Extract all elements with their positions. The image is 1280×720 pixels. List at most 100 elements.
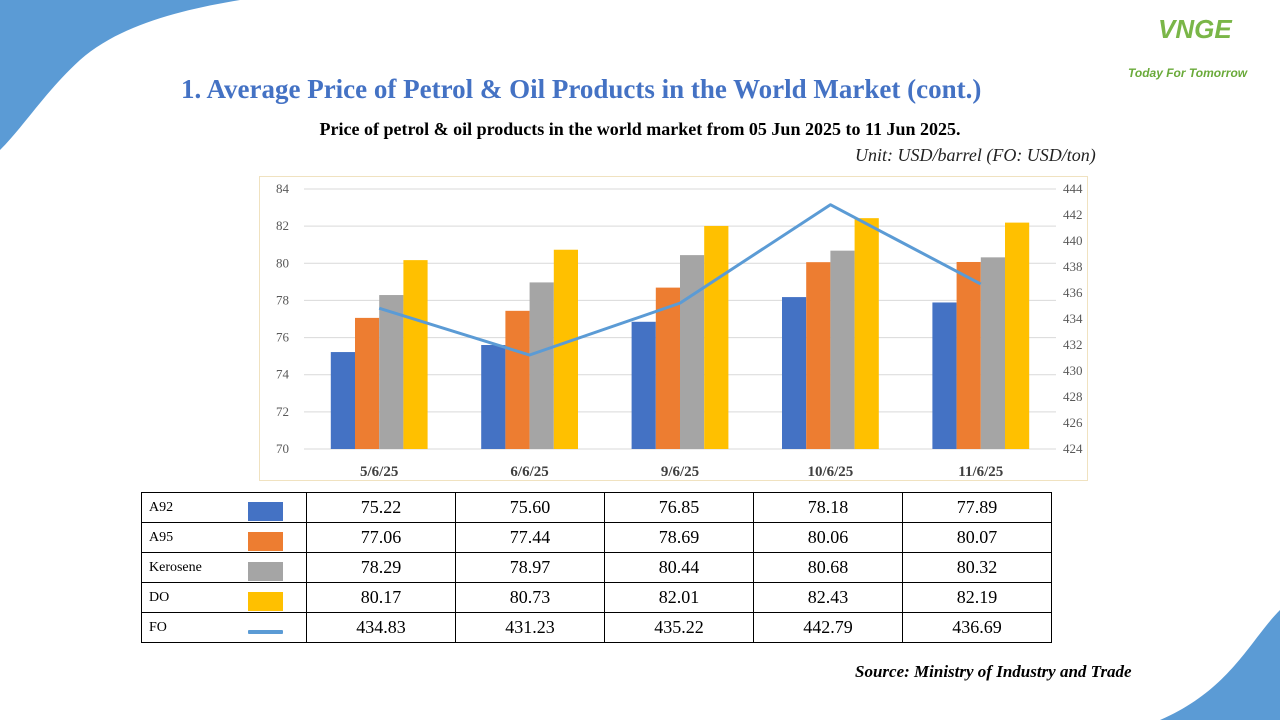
y2-tick-label: 438 <box>1063 259 1083 274</box>
table-cell: 76.85 <box>604 492 754 523</box>
chart-title: Price of petrol & oil products in the wo… <box>319 119 961 139</box>
table-cell: 82.01 <box>604 582 754 613</box>
bar-a95 <box>505 310 530 449</box>
y-tick-label: 84 <box>276 181 290 196</box>
series-label-cell: FO <box>141 612 307 643</box>
series-label-cell: DO <box>141 582 307 613</box>
table-cell: 82.19 <box>902 582 1052 613</box>
bar-kerosene <box>830 250 855 449</box>
bar-do <box>403 260 428 449</box>
bar-a95 <box>355 317 380 449</box>
bar-kerosene <box>680 255 705 449</box>
x-tick-label: 10/6/25 <box>807 464 853 480</box>
x-tick-label: 5/6/25 <box>360 464 398 480</box>
y-tick-label: 78 <box>276 292 289 307</box>
bar-do <box>854 218 879 449</box>
vnge-logo-mark: VNGE <box>1158 14 1232 44</box>
table-row: A95 77.06 77.44 78.69 80.06 80.07 <box>141 522 1052 553</box>
combo-chart: 70 72 74 76 78 80 82 84 424 426 428 430 432 434 436 438… <box>276 181 1083 480</box>
bar-a92 <box>782 297 807 449</box>
line-fo <box>378 203 982 357</box>
series-label-cell: A95 <box>141 522 307 553</box>
bar-kerosene <box>379 295 404 449</box>
series-label-cell: A92 <box>141 492 307 523</box>
bar-a92 <box>631 321 656 449</box>
bar-a92 <box>932 302 957 449</box>
series-name: A95 <box>149 530 174 545</box>
bar-do <box>1005 222 1030 449</box>
table-row: A92 75.22 75.60 76.85 78.18 77.89 <box>141 492 1052 523</box>
legend-key-a92 <box>248 502 283 521</box>
source-note: Source: Ministry of Industry and Trade <box>855 662 1132 681</box>
y2-tick-label: 434 <box>1063 311 1083 326</box>
bar-do <box>704 225 729 449</box>
bar-do <box>553 249 578 449</box>
y-tick-label: 82 <box>276 218 289 233</box>
y-tick-label: 80 <box>276 255 289 270</box>
legend-key-do <box>248 592 283 611</box>
table-cell: 77.06 <box>306 522 456 553</box>
table-cell: 80.68 <box>753 552 903 583</box>
bar-a92 <box>330 352 355 449</box>
table-cell: 78.69 <box>604 522 754 553</box>
y-tick-label: 74 <box>276 367 290 382</box>
table-cell: 78.97 <box>455 552 605 583</box>
table-row: Kerosene 78.29 78.97 80.44 80.68 80.32 <box>141 552 1052 583</box>
legend-key-kerosene <box>248 562 283 581</box>
y2-tick-label: 424 <box>1063 441 1083 456</box>
series-name: A92 <box>149 500 174 515</box>
bar-kerosene <box>529 282 554 449</box>
table-cell: 80.07 <box>902 522 1052 553</box>
y2-tick-label: 430 <box>1063 363 1083 378</box>
table-row: DO 80.17 80.73 82.01 82.43 82.19 <box>141 582 1052 613</box>
bar-a95 <box>956 261 981 449</box>
y2-tick-label: 432 <box>1063 337 1083 352</box>
table-cell: 78.18 <box>753 492 903 523</box>
table-cell: 442.79 <box>753 612 903 643</box>
table-cell: 80.32 <box>902 552 1052 583</box>
series-name: FO <box>149 620 167 635</box>
series-name: DO <box>149 590 170 605</box>
x-tick-label: 9/6/25 <box>661 464 699 480</box>
y2-tick-label: 442 <box>1063 207 1083 222</box>
table-cell: 75.22 <box>306 492 456 523</box>
table-cell: 77.44 <box>455 522 605 553</box>
legend-key-a95 <box>248 532 283 551</box>
y-tick-label: 72 <box>276 404 289 419</box>
table-cell: 434.83 <box>306 612 456 643</box>
y2-tick-label: 426 <box>1063 415 1083 430</box>
x-tick-label: 11/6/25 <box>958 464 1003 480</box>
table-cell: 75.60 <box>455 492 605 523</box>
table-cell: 77.89 <box>902 492 1052 523</box>
chart-area: 70 72 74 76 78 80 82 84 424 426 428 430 432 434 436 438… <box>259 176 1088 481</box>
data-table: A92 75.22 75.60 76.85 78.18 77.89 A95 77.06 77.4… <box>141 492 1052 643</box>
table-cell: 80.17 <box>306 582 456 613</box>
table-cell: 80.44 <box>604 552 754 583</box>
bar-a92 <box>481 345 506 449</box>
y-tick-label: 76 <box>276 330 290 345</box>
table-cell: 435.22 <box>604 612 754 643</box>
legend-key-fo <box>248 630 283 634</box>
unit-label: Unit: USD/barrel (FO: USD/ton) <box>855 145 1096 165</box>
y-tick-label: 70 <box>276 441 289 456</box>
x-tick-label: 6/6/25 <box>510 464 548 480</box>
series-name: Kerosene <box>149 560 202 575</box>
table-cell: 431.23 <box>455 612 605 643</box>
vnge-logo: VNGE Today For Tomorrow <box>1128 14 1260 86</box>
table-cell: 78.29 <box>306 552 456 583</box>
y2-tick-label: 444 <box>1063 181 1083 196</box>
y2-tick-label: 440 <box>1063 233 1083 248</box>
page-title: 1. Average Price of Petrol & Oil Product… <box>181 74 982 104</box>
series-label-cell: Kerosene <box>141 552 307 583</box>
table-cell: 82.43 <box>753 582 903 613</box>
table-cell: 436.69 <box>902 612 1052 643</box>
bar-a95 <box>806 262 831 449</box>
table-cell: 80.06 <box>753 522 903 553</box>
y2-tick-label: 436 <box>1063 285 1083 300</box>
bar-kerosene <box>980 257 1005 449</box>
table-row: FO 434.83 431.23 435.22 442.79 436.69 <box>141 612 1052 643</box>
logo-tagline: Today For Tomorrow <box>1128 66 1248 80</box>
y2-tick-label: 428 <box>1063 389 1083 404</box>
bar-a95 <box>655 287 680 449</box>
